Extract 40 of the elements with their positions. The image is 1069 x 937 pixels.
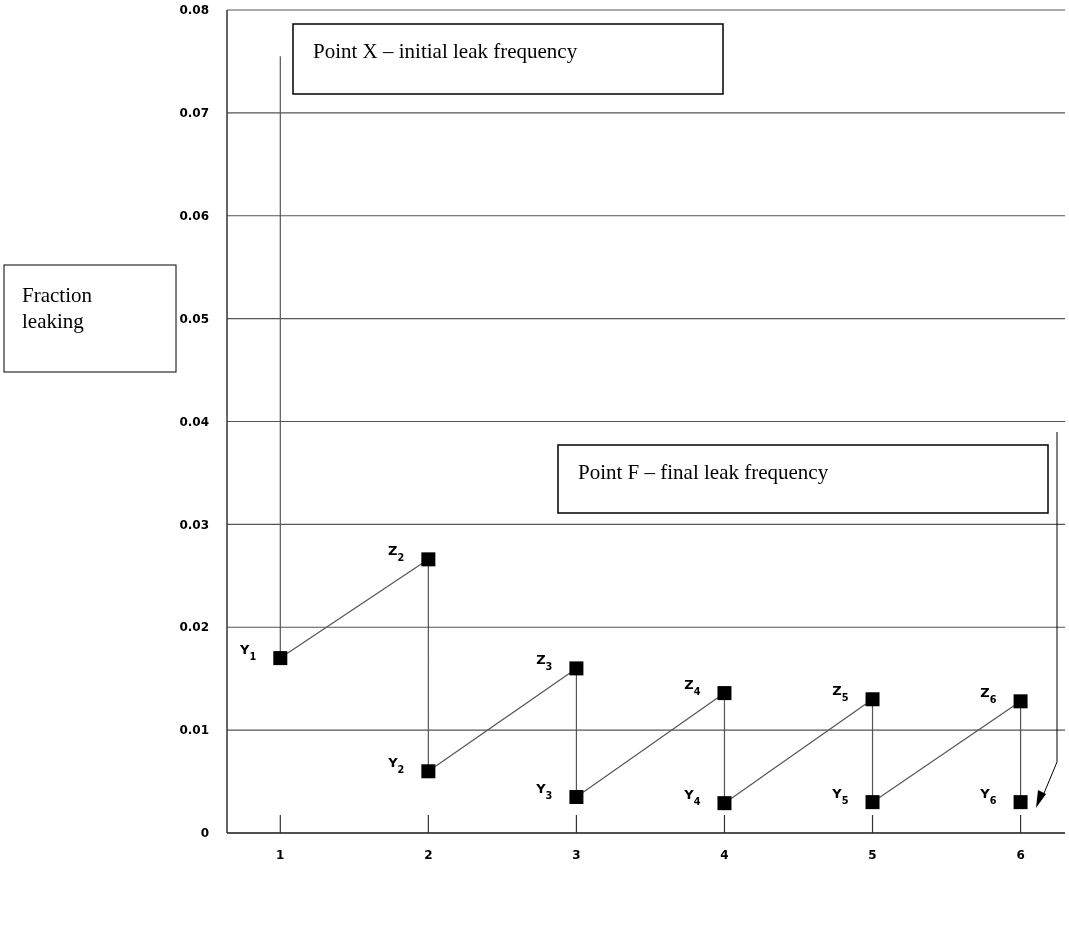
annotation: Y$_{5}$ <box>831 786 849 806</box>
annotation: Y$_{6}$ <box>979 786 997 806</box>
annotation: Y$_{4}$ <box>683 787 701 807</box>
point <box>865 795 880 810</box>
x-tick-label: 5 <box>868 848 877 862</box>
point <box>569 661 584 676</box>
y-tick-label: 0.01 <box>179 723 209 738</box>
annotation: Z$_{5}$ <box>832 683 849 703</box>
y-tick-label: 0.03 <box>179 517 209 532</box>
point <box>1013 795 1028 810</box>
point <box>717 796 732 811</box>
y-tick-label: 0.07 <box>179 106 209 121</box>
y-tick-label: 0.06 <box>179 208 209 223</box>
x-tick-label: 6 <box>1016 848 1025 862</box>
point <box>421 552 436 567</box>
annotation: Y$_{3}$ <box>535 780 553 801</box>
x-tick-label: 3 <box>572 848 581 862</box>
y-tick-label: 0 <box>200 826 209 841</box>
point <box>865 692 880 707</box>
y-tick-label: 0.05 <box>179 311 209 326</box>
annotation: Y$_{1}$ <box>239 642 257 662</box>
annotation: Point X – initial leak frequency <box>313 39 578 63</box>
x-tick-label: 1 <box>276 848 285 862</box>
x-tick-label: 4 <box>720 848 729 862</box>
point <box>717 686 732 701</box>
y-tick-label: 0.02 <box>179 620 209 635</box>
y-tick-label: 0.08 <box>179 3 209 18</box>
point <box>569 789 584 804</box>
point <box>1013 694 1028 709</box>
point <box>421 764 436 779</box>
annotation: Point F – final leak frequency <box>578 460 829 484</box>
annotation: Z$_{4}$ <box>684 677 701 697</box>
y-axis-title: Fraction leaking <box>22 283 93 333</box>
x-tick-label: 2 <box>424 848 433 862</box>
annotation: Y$_{2}$ <box>387 755 405 775</box>
point <box>273 651 288 666</box>
annotation: Z$_{3}$ <box>536 652 553 672</box>
annotation: Z$_{6}$ <box>980 685 997 705</box>
y-tick-label: 0.04 <box>179 414 209 429</box>
annotation: Z$_{2}$ <box>388 543 405 563</box>
